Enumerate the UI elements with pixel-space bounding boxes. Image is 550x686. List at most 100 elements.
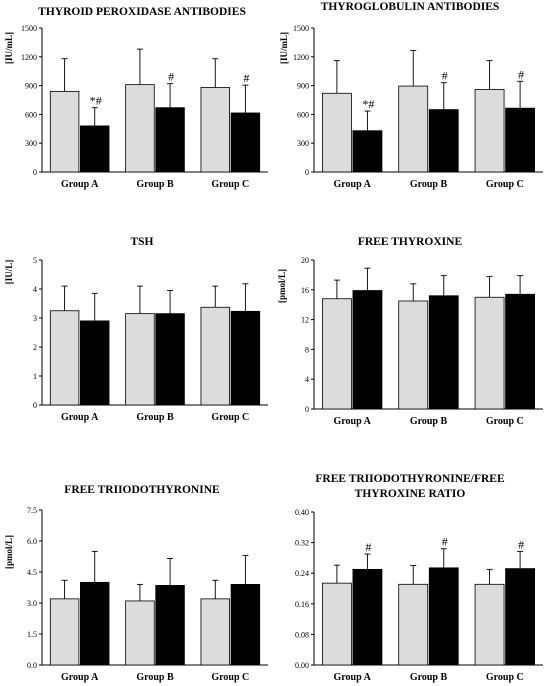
significance-mark: *# <box>90 94 102 108</box>
bar-group-c-series-2 <box>230 310 261 406</box>
y-tick-label: 1200 <box>21 53 37 62</box>
y-tick-label: 0.00 <box>295 661 309 670</box>
y-tick-label: 0.08 <box>295 630 309 639</box>
y-tick-label: 8 <box>305 345 309 354</box>
y-tick-label: 600 <box>297 110 309 119</box>
bar-group-b-series-1 <box>125 600 155 666</box>
bar-group-b-series-1 <box>398 583 429 666</box>
bar-group-a-series-1 <box>321 92 352 173</box>
significance-mark: # <box>243 71 249 85</box>
x-category-label: Group B <box>410 416 448 427</box>
chart-title: THYROID PEROXIDASE ANTIBODIES <box>38 6 246 18</box>
chart-panel-3: TSH [IU/L] 0 1 2 3 4 5 Group A Group B Group C <box>4 236 268 423</box>
x-category-label: Group A <box>61 412 99 423</box>
x-category-label: Group C <box>486 179 524 190</box>
y-tick-label: 4.5 <box>27 568 37 577</box>
y-axis-label: [pmol/L] <box>4 535 14 569</box>
bar-group-a-series-1 <box>49 310 80 406</box>
y-tick-label: 6.0 <box>27 537 37 546</box>
y-tick-label: 3.0 <box>27 599 37 608</box>
y-tick-label: 1 <box>33 372 37 381</box>
y-tick-label: 1200 <box>293 53 309 62</box>
chart-title: TSH <box>130 236 153 248</box>
significance-mark: *# <box>362 97 374 111</box>
chart-panel-5: FREE TRIIODOTHYRONINE [pmol/L] 0.0 1.5 3.0 4.… <box>4 484 268 683</box>
y-tick-label: 4 <box>305 375 309 384</box>
chart-title: FREE THYROXINE <box>358 236 463 248</box>
bar-group-a-series-2 <box>352 130 383 173</box>
x-category-label: Group B <box>136 672 174 683</box>
bar-group-b-series-2 <box>155 107 185 173</box>
bar-group-a-series-2 <box>352 290 383 410</box>
significance-mark: # <box>365 540 371 554</box>
x-category-label: Group A <box>333 179 371 190</box>
y-tick-label: 600 <box>25 110 37 119</box>
x-category-label: Group C <box>211 672 249 683</box>
y-tick-label: 0 <box>33 401 37 410</box>
bar-group-b-series-1 <box>125 313 155 406</box>
y-tick-label: 7.5 <box>27 506 37 515</box>
x-category-label: Group A <box>333 416 371 427</box>
bar-group-a-series-2 <box>352 568 383 666</box>
y-tick-label: 0 <box>33 168 37 177</box>
bar-group-c-series-1 <box>200 87 230 173</box>
y-tick-label: 1.5 <box>27 630 37 639</box>
y-tick-label: 16 <box>301 286 309 295</box>
y-tick-label: 2 <box>33 343 37 352</box>
y-tick-label: 900 <box>25 82 37 91</box>
bar-group-b-series-2 <box>428 109 459 173</box>
chart-panel-2: THYROGLOBULIN ANTIBODIES [IU/mL] 0 300 600 90… <box>279 1 543 190</box>
significance-mark: # <box>168 70 174 84</box>
bar-group-c-series-1 <box>200 598 230 666</box>
x-category-label: Group C <box>486 416 524 427</box>
x-category-label: Group B <box>410 179 448 190</box>
significance-mark: # <box>518 67 524 81</box>
y-tick-label: 300 <box>25 139 37 148</box>
x-category-label: Group B <box>136 179 174 190</box>
y-tick-label: 5 <box>33 256 37 265</box>
bar-group-c-series-2 <box>230 584 261 666</box>
bar-group-a-series-1 <box>321 582 352 666</box>
x-category-label: Group A <box>61 672 99 683</box>
y-tick-label: 0.40 <box>295 508 309 517</box>
bar-group-b-series-2 <box>428 567 459 666</box>
bar-group-a-series-1 <box>49 598 80 666</box>
bar-group-a-series-2 <box>80 125 110 173</box>
y-tick-label: 4 <box>33 285 37 294</box>
bar-group-b-series-1 <box>398 85 429 173</box>
bar-group-b-series-1 <box>398 300 429 410</box>
y-axis-label: [IU/mL] <box>279 32 289 64</box>
x-category-label: Group C <box>211 412 249 423</box>
x-category-label: Group A <box>61 179 99 190</box>
x-category-label: Group C <box>211 179 249 190</box>
y-axis-label: [pmol/L] <box>277 269 287 303</box>
bar-group-b-series-2 <box>428 295 459 410</box>
x-category-label: Group B <box>136 412 174 423</box>
y-tick-label: 20 <box>301 256 309 265</box>
x-category-label: Group A <box>333 672 371 683</box>
bar-group-c-series-1 <box>474 583 505 666</box>
x-category-label: Group B <box>410 672 448 683</box>
significance-mark: # <box>442 535 448 549</box>
bar-group-c-series-2 <box>505 568 536 666</box>
bar-group-c-series-2 <box>230 112 261 173</box>
y-tick-label: 0.24 <box>295 569 309 578</box>
bar-group-c-series-2 <box>505 107 536 173</box>
y-tick-label: 0.0 <box>27 661 37 670</box>
significance-mark: # <box>442 69 448 83</box>
bar-group-a-series-1 <box>49 90 80 173</box>
y-tick-label: 900 <box>297 82 309 91</box>
bar-group-a-series-2 <box>80 320 110 406</box>
y-tick-label: 0.16 <box>295 600 309 609</box>
bar-group-a-series-1 <box>321 298 352 410</box>
bar-group-c-series-1 <box>474 296 505 410</box>
significance-mark: # <box>518 537 524 551</box>
bar-group-a-series-2 <box>80 581 110 666</box>
x-category-label: Group C <box>486 672 524 683</box>
y-tick-label: 1500 <box>293 24 309 33</box>
y-axis-label: [IU/mL] <box>4 32 14 64</box>
bar-group-c-series-2 <box>505 293 536 410</box>
chart-panel-4: FREE THYROXINE [pmol/L] 0 4 8 12 16 20 Group A Gr… <box>277 236 543 427</box>
y-tick-label: 3 <box>33 314 37 323</box>
